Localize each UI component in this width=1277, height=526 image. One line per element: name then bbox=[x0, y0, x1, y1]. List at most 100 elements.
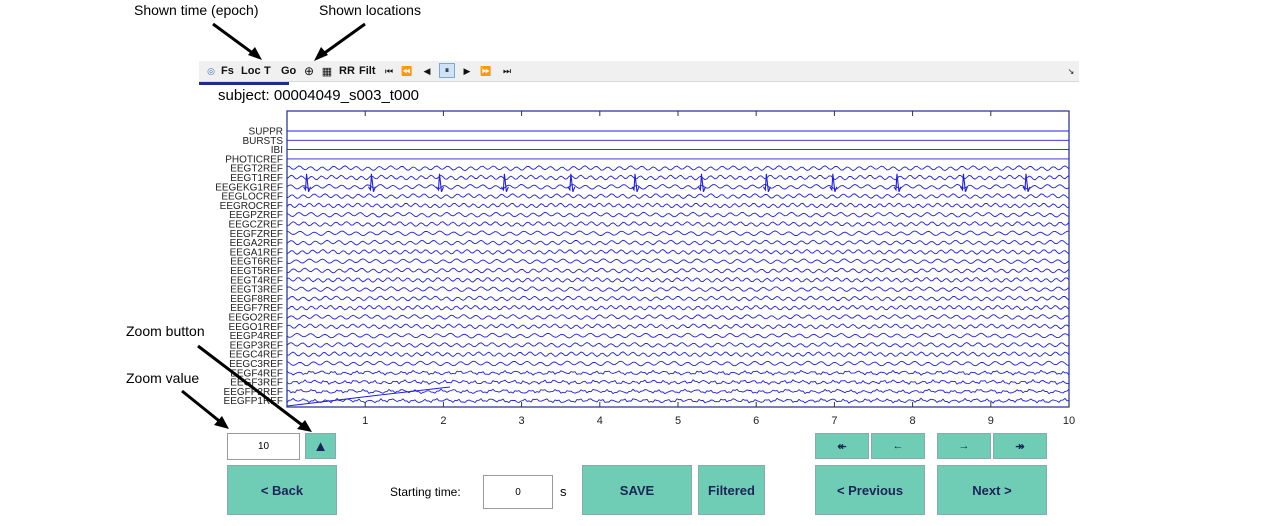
channel-label: EEGA2REF bbox=[230, 238, 283, 249]
ekg-spike bbox=[893, 173, 902, 193]
annotation-arrows bbox=[212, 22, 366, 61]
eeg-trace bbox=[286, 341, 1070, 348]
eeg-trace bbox=[286, 332, 1070, 339]
ekg-spike bbox=[631, 173, 640, 193]
channel-label: EEGO1REF bbox=[229, 322, 283, 333]
nav-fast-back-button[interactable]: ↞ bbox=[815, 433, 869, 459]
eeg-trace bbox=[286, 304, 1070, 311]
arrow-head-shown-time bbox=[248, 47, 262, 60]
channel-label: EEGA1REF bbox=[230, 247, 283, 258]
back-button[interactable]: < Back bbox=[227, 465, 337, 515]
channel-label: EEGF4REF bbox=[230, 368, 283, 379]
annotation-zoom-value: Zoom value bbox=[126, 370, 200, 386]
nav-back-button[interactable]: ← bbox=[871, 433, 925, 459]
rr-button[interactable]: RR bbox=[339, 65, 355, 77]
starting-time-label: Starting time: bbox=[390, 485, 461, 499]
eeg-trace bbox=[286, 397, 1070, 404]
x-tick-label: 4 bbox=[597, 415, 603, 427]
channel-label: EEGT5REF bbox=[230, 266, 283, 277]
zoom-value-field[interactable]: 10 bbox=[227, 433, 300, 460]
eeg-trace bbox=[286, 314, 1070, 320]
channel-label: EEGEKG1REF bbox=[215, 182, 283, 193]
time-button[interactable]: T bbox=[264, 65, 271, 77]
eeg-trace bbox=[286, 230, 1070, 237]
channel-label: PHOTICREF bbox=[225, 154, 283, 165]
x-ticks: 1 2 3 4 5 6 7 8 9 10 bbox=[362, 111, 1075, 427]
filt-button[interactable]: Filt bbox=[359, 65, 376, 77]
save-button[interactable]: SAVE bbox=[582, 465, 692, 515]
app-logo-icon[interactable]: ◎ bbox=[207, 65, 215, 76]
ekg-spike bbox=[567, 173, 576, 193]
arrow-head-zoom-value bbox=[214, 416, 229, 429]
fs-button[interactable]: Fs bbox=[221, 65, 234, 77]
zoom-arrows bbox=[181, 344, 312, 432]
next-button[interactable]: Next > bbox=[937, 465, 1047, 515]
toolbar-underline bbox=[199, 82, 289, 85]
eeg-trace bbox=[286, 211, 1070, 218]
channel-label: EEGT4REF bbox=[230, 275, 283, 286]
ekg-spike bbox=[436, 173, 445, 193]
x-tick-label: 5 bbox=[675, 415, 681, 427]
channel-label: EEGP4REF bbox=[230, 331, 283, 342]
eeg-trace bbox=[286, 276, 1070, 283]
eeg-trace bbox=[286, 369, 1070, 376]
annotation-shown-locations: Shown locations bbox=[319, 2, 421, 18]
eeg-trace bbox=[286, 193, 1070, 200]
first-epoch-icon[interactable]: ⏮ bbox=[384, 65, 394, 76]
subject-title: subject: 00004049_s003_t000 bbox=[218, 87, 420, 104]
eeg-traces bbox=[286, 130, 1070, 407]
channel-label: BURSTS bbox=[242, 136, 283, 147]
go-button[interactable]: Go bbox=[281, 65, 297, 77]
eeg-trace bbox=[286, 258, 1070, 265]
annotation-shown-time: Shown time (epoch) bbox=[134, 2, 259, 18]
eeg-trace bbox=[286, 323, 1070, 330]
channel-label: EEGP3REF bbox=[230, 340, 283, 351]
eeg-trace bbox=[286, 174, 1070, 181]
arrow-head-zoom-button bbox=[297, 420, 312, 432]
montage-grid-icon[interactable]: ▦ bbox=[321, 65, 333, 78]
fast-back-icon[interactable]: ⏪ bbox=[401, 65, 413, 76]
channel-label: EEGFP2REF bbox=[224, 387, 283, 398]
nav-forward-button[interactable]: → bbox=[937, 433, 991, 459]
channel-label: EEGO2REF bbox=[229, 313, 283, 324]
arrow-head-shown-locations bbox=[314, 47, 328, 61]
x-tick-label: 10 bbox=[1063, 415, 1075, 427]
zoom-button[interactable]: ▲ bbox=[305, 433, 336, 459]
undock-icon[interactable]: ↘ bbox=[1067, 66, 1075, 76]
eeg-trace bbox=[287, 351, 1070, 358]
ekg-spike bbox=[500, 173, 509, 193]
previous-button[interactable]: < Previous bbox=[815, 465, 925, 515]
channel-label: EEGROCREF bbox=[220, 201, 283, 212]
channel-label: SUPPR bbox=[249, 127, 283, 138]
channel-label: EEGT3REF bbox=[230, 285, 283, 296]
starting-time-field[interactable]: 0 bbox=[483, 475, 553, 509]
filtered-button[interactable]: Filtered bbox=[698, 465, 765, 515]
play-icon[interactable]: ▶ bbox=[463, 65, 471, 76]
arrow-zoom-value bbox=[181, 389, 224, 426]
pause-icon[interactable]: ⏸ bbox=[439, 63, 455, 78]
x-tick-label: 9 bbox=[988, 415, 994, 427]
x-tick-label: 6 bbox=[753, 415, 759, 427]
arrow-shown-time bbox=[212, 22, 259, 59]
nav-fast-forward-button[interactable]: ↠ bbox=[993, 433, 1047, 459]
head-locations-icon[interactable]: ⊕ bbox=[303, 64, 315, 78]
x-tick-label: 8 bbox=[910, 415, 916, 427]
x-tick-label: 3 bbox=[519, 415, 525, 427]
ekg-spike bbox=[959, 173, 968, 193]
eeg-trace bbox=[286, 388, 1070, 395]
channel-label: EEGF3REF bbox=[230, 378, 283, 389]
fast-forward-icon[interactable]: ⏩ bbox=[480, 65, 492, 76]
annotation-zoom-button: Zoom button bbox=[126, 323, 205, 339]
step-back-icon[interactable]: ◀ bbox=[423, 65, 431, 76]
arrow-shown-locations bbox=[318, 22, 366, 59]
eeg-trace bbox=[286, 379, 1070, 386]
channel-label: EEGFP1REF bbox=[224, 396, 283, 407]
eeg-trace bbox=[286, 248, 1070, 255]
arrow-zoom-button bbox=[197, 344, 307, 430]
channel-label: EEGF7REF bbox=[230, 303, 283, 314]
x-tick-label: 7 bbox=[831, 415, 837, 427]
last-epoch-icon[interactable]: ⏭ bbox=[502, 65, 512, 76]
loc-button[interactable]: Loc bbox=[241, 65, 261, 77]
ekg-spike bbox=[367, 173, 376, 193]
